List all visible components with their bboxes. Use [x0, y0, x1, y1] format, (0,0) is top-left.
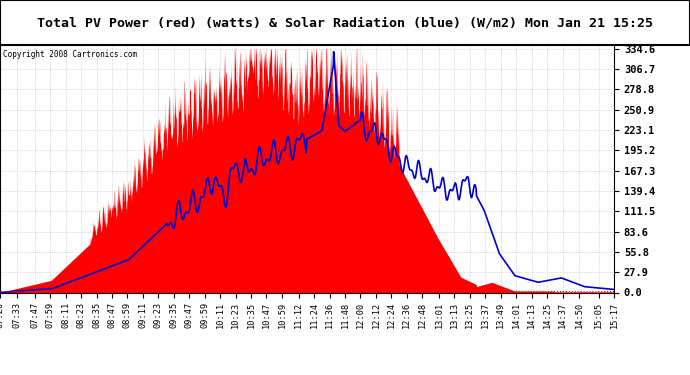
Text: Copyright 2008 Cartronics.com: Copyright 2008 Cartronics.com: [3, 50, 137, 59]
Text: Total PV Power (red) (watts) & Solar Radiation (blue) (W/m2) Mon Jan 21 15:25: Total PV Power (red) (watts) & Solar Rad…: [37, 16, 653, 29]
